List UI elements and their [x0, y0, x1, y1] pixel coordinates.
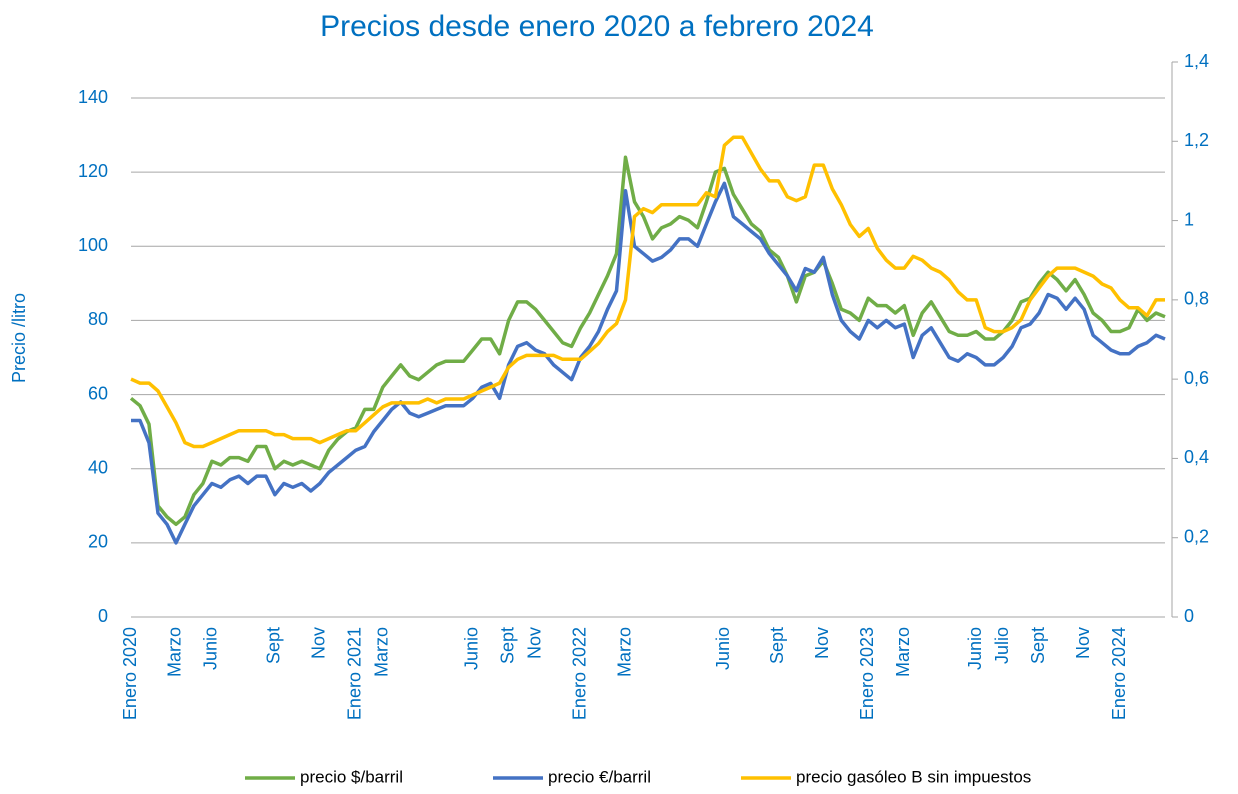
x-tick-label: Enero 2020	[120, 627, 140, 720]
x-tick-label: Nov	[524, 627, 544, 659]
legend-label: precio gasóleo B sin impuestos	[796, 767, 1031, 786]
x-tick-label: Enero 2022	[569, 627, 589, 720]
y2-tick-label: 1	[1184, 209, 1194, 229]
legend-label: precio $/barril	[300, 767, 403, 786]
y2-tick-label: 0	[1184, 606, 1194, 626]
y2-tick-label: 1,2	[1184, 130, 1209, 150]
x-tick-label: Junio	[713, 627, 733, 670]
y-axis-label: Precio /litro	[9, 293, 29, 383]
x-tick-label: Junio	[461, 627, 481, 670]
y-tick-label: 100	[78, 235, 108, 255]
y2-tick-label: 0,4	[1184, 447, 1209, 467]
y-tick-label: 0	[98, 606, 108, 626]
y2-tick-label: 1,4	[1184, 51, 1209, 71]
x-tick-label: Nov	[812, 627, 832, 659]
y-tick-label: 80	[88, 309, 108, 329]
y2-tick-label: 0,8	[1184, 289, 1209, 309]
y-tick-label: 140	[78, 87, 108, 107]
series-line	[129, 155, 1166, 527]
chart-title: Precios desde enero 2020 a febrero 2024	[320, 10, 874, 43]
x-tick-label: Sept	[264, 627, 284, 664]
x-tick-label: Marzo	[893, 627, 913, 677]
y-tick-label: 40	[88, 457, 108, 477]
x-tick-label: Julio	[992, 627, 1012, 664]
x-tick-label: Enero 2021	[345, 627, 365, 720]
x-tick-label: Marzo	[372, 627, 392, 677]
y-tick-label: 20	[88, 532, 108, 552]
x-tick-label: Junio	[965, 627, 985, 670]
y-tick-label: 60	[88, 383, 108, 403]
x-tick-label: Sept	[497, 627, 517, 664]
x-tick-label: Marzo	[165, 627, 185, 677]
x-tick-label: Sept	[767, 627, 787, 664]
y2-tick-label: 0,6	[1184, 368, 1209, 388]
y-tick-label: 120	[78, 161, 108, 181]
x-tick-label: Nov	[309, 627, 329, 659]
x-tick-label: Marzo	[614, 627, 634, 677]
x-tick-label: Junio	[201, 627, 221, 670]
legend-label: precio €/barril	[548, 767, 651, 786]
series-line	[130, 135, 1165, 449]
x-tick-label: Sept	[1028, 627, 1048, 664]
x-tick-label: Enero 2024	[1109, 627, 1129, 720]
series-line	[131, 181, 1166, 545]
y2-tick-label: 0,2	[1184, 526, 1209, 546]
x-tick-label: Nov	[1073, 627, 1093, 659]
x-tick-label: Enero 2023	[857, 627, 877, 720]
